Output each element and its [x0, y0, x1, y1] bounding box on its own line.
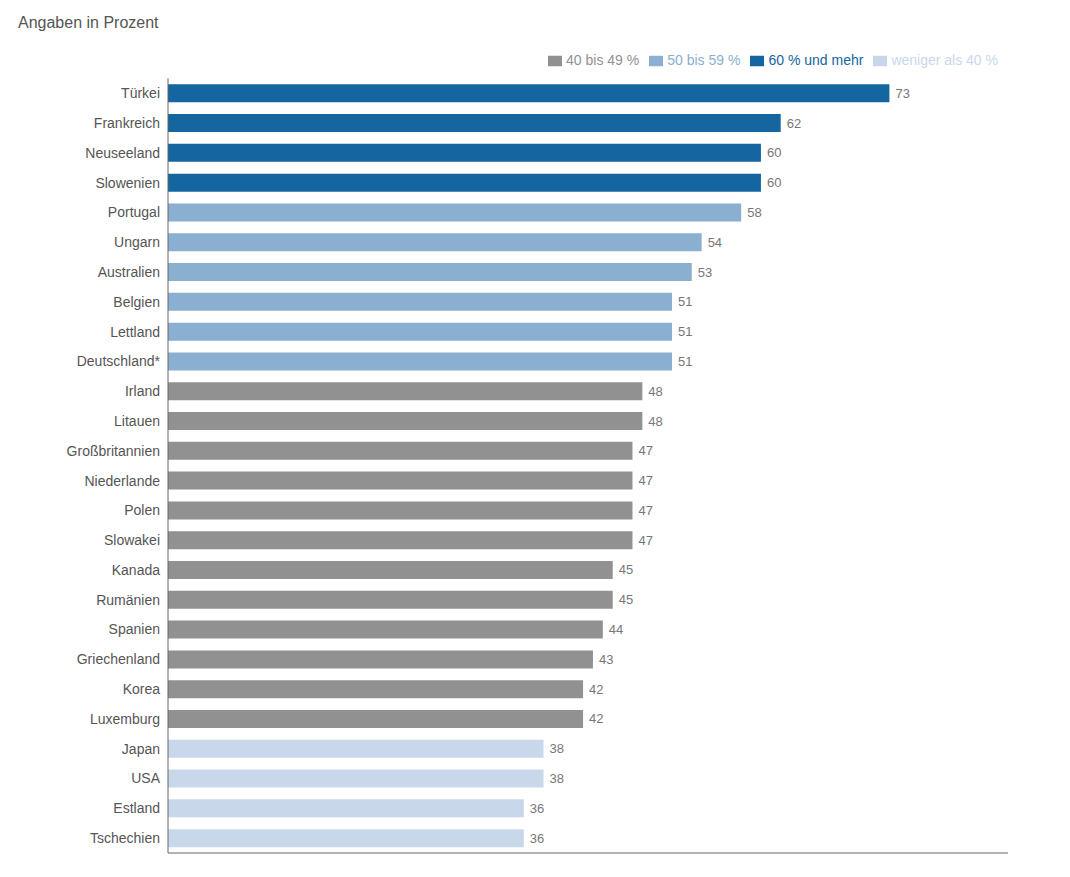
svg-text:36: 36 [530, 831, 544, 846]
svg-text:45: 45 [619, 592, 633, 607]
svg-text:54: 54 [708, 235, 722, 250]
html-text:50 bis 59 %: 50 bis 59 % [667, 52, 741, 68]
svg-text:Rumänien: Rumänien [96, 592, 160, 608]
svg-text:Spanien: Spanien [109, 621, 160, 637]
svg-text:Lettland: Lettland [110, 324, 160, 340]
svg-text:58: 58 [747, 205, 761, 220]
svg-text:Estland: Estland [113, 800, 160, 816]
svg-text:47: 47 [638, 533, 652, 548]
svg-text:Ungarn: Ungarn [114, 234, 160, 250]
svg-text:Portugal: Portugal [108, 204, 160, 220]
svg-text:62: 62 [787, 116, 801, 131]
html-text:Angaben in Prozent: Angaben in Prozent [18, 14, 159, 31]
svg-text:42: 42 [589, 682, 603, 697]
svg-text:Belgien: Belgien [113, 294, 160, 310]
svg-text:Kanada: Kanada [112, 562, 160, 578]
svg-text:47: 47 [638, 473, 652, 488]
svg-text:Tschechien: Tschechien [90, 830, 160, 846]
html-text:weniger als 40 %: weniger als 40 % [891, 52, 998, 68]
svg-text:Slowakei: Slowakei [104, 532, 160, 548]
svg-text:42: 42 [589, 711, 603, 726]
svg-text:Frankreich: Frankreich [94, 115, 160, 131]
svg-text:Niederlande: Niederlande [85, 473, 161, 489]
svg-text:Irland: Irland [125, 383, 160, 399]
svg-text:Griechenland: Griechenland [77, 651, 160, 667]
svg-text:USA: USA [131, 770, 160, 786]
svg-text:Australien: Australien [98, 264, 160, 280]
svg-text:45: 45 [619, 562, 633, 577]
svg-text:Slowenien: Slowenien [95, 175, 160, 191]
svg-text:60: 60 [767, 175, 781, 190]
svg-text:48: 48 [648, 414, 662, 429]
svg-text:51: 51 [678, 324, 692, 339]
svg-text:38: 38 [550, 771, 564, 786]
svg-text:Großbritannien: Großbritannien [67, 443, 160, 459]
svg-text:Türkei: Türkei [121, 85, 160, 101]
svg-text:60: 60 [767, 145, 781, 160]
svg-text:51: 51 [678, 294, 692, 309]
svg-text:38: 38 [550, 741, 564, 756]
svg-text:43: 43 [599, 652, 613, 667]
svg-text:Japan: Japan [122, 741, 160, 757]
html-text:60 % und mehr: 60 % und mehr [768, 52, 864, 68]
svg-text:36: 36 [530, 801, 544, 816]
svg-text:Deutschland*: Deutschland* [77, 353, 161, 369]
svg-text:Neuseeland: Neuseeland [85, 145, 160, 161]
svg-text:73: 73 [895, 86, 909, 101]
html-text:40 bis 49 %: 40 bis 49 % [566, 52, 640, 68]
svg-text:47: 47 [638, 503, 652, 518]
svg-text:47: 47 [638, 443, 652, 458]
svg-text:48: 48 [648, 384, 662, 399]
svg-text:Luxemburg: Luxemburg [90, 711, 160, 727]
svg-text:51: 51 [678, 354, 692, 369]
svg-text:Korea: Korea [123, 681, 161, 697]
svg-text:Polen: Polen [124, 502, 160, 518]
svg-text:53: 53 [698, 265, 712, 280]
svg-text:Litauen: Litauen [114, 413, 160, 429]
svg-text:44: 44 [609, 622, 623, 637]
